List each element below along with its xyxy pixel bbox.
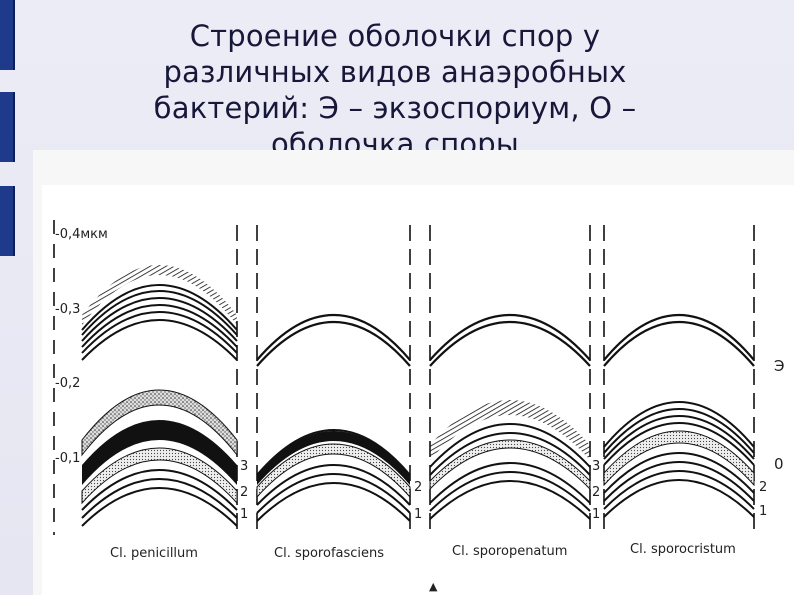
layer-number-1: 1 <box>240 507 248 522</box>
caption-sporofasciens: Cl. sporofasciens <box>274 546 384 561</box>
side-accent-bar-3 <box>0 186 15 256</box>
side-accent-bar-2 <box>0 92 15 162</box>
spore-column-sporocristum <box>603 314 755 518</box>
scale-label-top: -0,4мкм <box>55 227 108 242</box>
layer-number-2: 2 <box>240 485 248 500</box>
layer-numbers-col1: 3 2 1 <box>240 459 248 522</box>
layer-numbers-col4: 2 1 <box>759 480 767 519</box>
scale-tick-0-3: -0,3 <box>55 302 80 317</box>
species-captions: Cl. penicillum Cl. sporofasciens Cl. spo… <box>110 542 736 561</box>
layer-numbers-col2: 2 1 <box>414 480 422 522</box>
arrow-marker-icon: ▲ <box>429 580 438 593</box>
layer-number-2: 2 <box>592 485 600 500</box>
column-dividers <box>236 225 755 535</box>
layer-number-2: 2 <box>759 480 767 495</box>
scale-tick-0-2: -0,2 <box>55 376 80 391</box>
layer-number-1: 1 <box>592 507 600 522</box>
caption-sporopenatum: Cl. sporopenatum <box>452 544 567 559</box>
scale-axis: -0,4мкм -0,3 -0,2 -0,1 <box>53 220 108 535</box>
layer-number-3: 3 <box>240 459 248 474</box>
layer-number-3: 3 <box>592 459 600 474</box>
layer-number-1: 1 <box>414 507 422 522</box>
caption-sporocristum: Cl. sporocristum <box>630 542 736 557</box>
slide-title: Строение оболочки спор у различных видов… <box>90 18 700 162</box>
title-line-2: различных видов анаэробных <box>163 55 627 89</box>
spore-column-sporopenatum <box>429 314 591 520</box>
title-line-3: бактерий: Э – экзоспориум, О – <box>153 91 637 125</box>
caption-penicillum: Cl. penicillum <box>110 546 198 561</box>
title-line-1: Строение оболочки спор у <box>189 19 601 53</box>
scale-tick-0-1: -0,1 <box>55 451 80 466</box>
spore-coat-figure: -0,4мкм -0,3 -0,2 -0,1 <box>42 185 794 595</box>
spore-column-penicillum <box>81 265 238 527</box>
layer-number-1: 1 <box>759 504 767 519</box>
side-accent-bar-1 <box>0 0 15 70</box>
exosporium-label: Э <box>774 357 784 375</box>
coat-label: 0 <box>774 455 784 473</box>
layer-number-2: 2 <box>414 480 422 495</box>
spore-column-sporofasciens <box>256 314 411 522</box>
spore-coat-diagram: -0,4мкм -0,3 -0,2 -0,1 <box>53 220 784 593</box>
layer-numbers-col3: 3 2 1 <box>592 459 600 522</box>
